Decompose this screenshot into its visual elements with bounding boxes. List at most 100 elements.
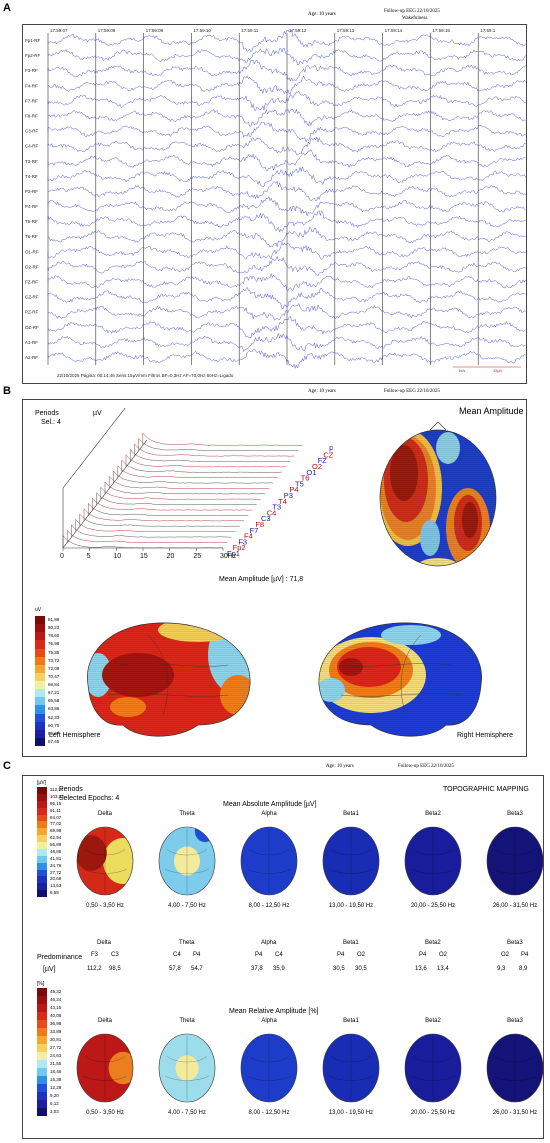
spectrum-channel-label: Fp1: [227, 549, 240, 558]
pred-value: 37,8: [251, 966, 263, 972]
colorbar-label: 27,72: [50, 869, 62, 875]
topomap-beta3: [486, 1033, 544, 1103]
abs-colorbar-labels: 112,24 103,23 95,15 91,11 84,07 77,02 69,98 62,…: [50, 787, 72, 897]
colorbar-label: 60,70: [48, 722, 60, 728]
colorbar-label: 6,12: [50, 1101, 59, 1106]
eeg-trace: [47, 241, 526, 261]
spectrum-channel-label: PZ: [329, 445, 333, 454]
colorbar-label: 78,60: [48, 633, 60, 639]
pred-value: 13,6: [415, 966, 427, 972]
colorbar-swatch: [35, 616, 45, 625]
eeg-trace: [47, 90, 526, 111]
channel-label: A2-RF: [25, 355, 38, 360]
channel-label: O1-RF: [25, 249, 39, 254]
spectrum-line: [100, 486, 261, 500]
spectrum-channel-label: T5: [295, 479, 304, 488]
colorbar-label: 68,84: [48, 682, 60, 687]
spectrum-line: [117, 465, 278, 479]
channel-label: P3-RF: [25, 189, 38, 194]
panel-c-label: C: [3, 760, 11, 772]
colorbar-swatch: [35, 705, 45, 714]
colorbar-label: 84,07: [50, 814, 62, 820]
eeg-trace: [47, 227, 526, 248]
band-name: Alpha: [261, 1018, 277, 1024]
eeg-trace: [47, 75, 526, 95]
rel-scale-unit: [%]: [37, 981, 45, 987]
abs-amplitude-title: Mean Absolute Amplitude [µV]: [223, 801, 317, 808]
colorbar-swatch: [37, 814, 47, 822]
channel-label: F8-RF: [25, 114, 38, 119]
channel-label: F4-RF: [25, 83, 38, 88]
time-label: 17:59:14: [385, 28, 403, 33]
pred-channel: C4: [275, 952, 283, 958]
colorbar-label: 33,89: [50, 1029, 62, 1034]
time-label: 17:59:15: [432, 28, 450, 33]
colorbar-label: 75,35: [48, 649, 60, 655]
colorbar-label: 80,23: [48, 625, 60, 631]
colorbar-label: 20,68: [50, 876, 62, 882]
freq-tick-label: 25: [193, 553, 201, 560]
band-name: Beta3: [507, 1018, 523, 1024]
channel-label: T5-RF: [25, 219, 38, 224]
eeg-trace: [47, 196, 526, 217]
colorbar-swatch: [37, 807, 47, 815]
freq-tick-label: 30Hz: [220, 553, 237, 560]
band-name: Alpha: [261, 811, 277, 817]
band-range: 8,00 - 12,50 Hz: [248, 903, 290, 909]
band-range: 4,00 - 7,50 Hz: [168, 903, 206, 909]
channel-label: A1-RF: [25, 340, 38, 345]
spectrum-channel-label: C3: [261, 514, 271, 523]
pred-value: 35,9: [273, 966, 285, 972]
spectrum-channel-label: T3: [272, 503, 281, 512]
pred-value: 57,8: [169, 966, 181, 972]
colorbar-label: 18,46: [50, 1069, 62, 1074]
freq-tick-label: 15: [140, 553, 148, 560]
eeg-trace: [47, 332, 526, 353]
topomap-beta2: [404, 826, 462, 896]
spectrum-line: [92, 497, 253, 511]
eeg-trace: [47, 348, 526, 369]
panel-b-label: B: [3, 385, 11, 397]
colorbar-swatch: [37, 1044, 47, 1052]
pred-value: 98,5: [109, 966, 121, 972]
band-range: 26,00 - 31,50 Hz: [492, 903, 538, 909]
colorbar-label: 40,06: [50, 1013, 62, 1018]
spectrum-channel-label: P4: [289, 485, 298, 494]
colorbar-label: 70,47: [48, 673, 60, 679]
time-label: 17:59:11: [241, 28, 259, 33]
epochs-label: Selected Epochs: 4: [59, 795, 120, 802]
spectrum-line: [79, 513, 240, 527]
mean-amplitude-title: Mean Amplitude: [459, 406, 524, 416]
channel-label: F3-RF: [25, 68, 38, 73]
colorbar-swatch: [35, 681, 45, 690]
colorbar-label: 91,11: [50, 807, 61, 813]
topomap-delta: [76, 826, 134, 896]
pred-value: 9,3: [497, 966, 506, 972]
spectrum-channel-label: O1: [306, 468, 316, 477]
topomap-beta3: [486, 826, 544, 896]
sel-label: Sel.: 4: [41, 419, 61, 426]
rel-map-row: Delta 0,50 - 3,50 Hz Theta 4,00 - 7,50 Hz Al…: [23, 1018, 545, 1136]
panel-a-state: Wakefulness: [402, 16, 428, 21]
uv-axis-label: µV: [93, 410, 102, 417]
pred-channel: F3: [91, 952, 99, 958]
right-hemisphere-map: [318, 622, 482, 737]
band-name: Theta: [179, 811, 195, 817]
spectrum-line: [113, 470, 274, 484]
colorbar-label: 49,32: [50, 989, 62, 994]
band-range: 8,00 - 12,50 Hz: [248, 1110, 290, 1116]
freq-tick-label: 20: [167, 553, 175, 560]
colorbar-swatch: [37, 828, 47, 836]
spectrum-line: [83, 508, 244, 522]
band-range: 26,00 - 31,50 Hz: [492, 1110, 538, 1116]
colorbar-label: 103,23: [50, 793, 64, 799]
pred-channel: P4: [255, 952, 263, 958]
colorbar-label: 13,63: [50, 883, 62, 889]
eeg-trace-plot: 17:59:07 17:59:08 17:59:09 17:59:10 17:59:11…: [25, 28, 526, 378]
pred-channel: P4: [337, 952, 345, 958]
pred-value: 54,7: [191, 966, 203, 972]
eeg-trace: [47, 108, 526, 127]
colorbar-label: 46,24: [50, 997, 62, 1002]
colorbar-swatch: [37, 1100, 47, 1108]
time-label: 17:59:1: [480, 28, 496, 33]
